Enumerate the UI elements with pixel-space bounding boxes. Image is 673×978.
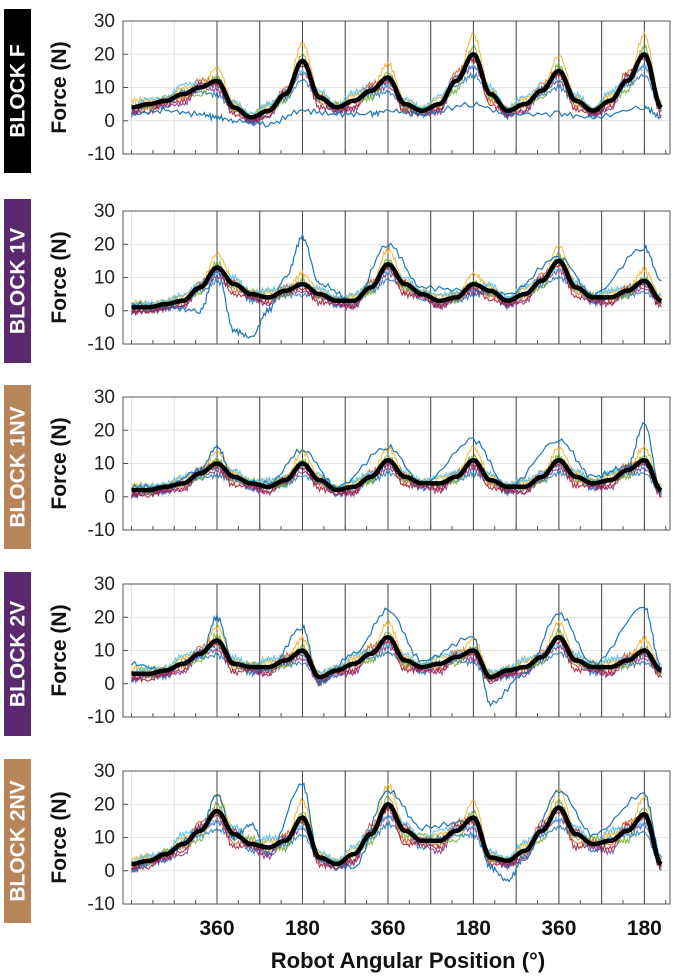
trial-line-outlier <box>131 606 662 708</box>
block-label: BLOCK 2NV <box>7 780 30 901</box>
y-tick-label: 20 <box>94 44 115 65</box>
y-tick-label: 20 <box>94 607 115 628</box>
y-tick-label: -10 <box>88 894 115 915</box>
panel-5: BLOCK 2NV Force (N) -10 0 10 20 30 <box>4 759 671 923</box>
y-tick-label: 10 <box>94 828 115 849</box>
y-tick-label: 30 <box>94 574 115 595</box>
mean-line <box>130 634 663 680</box>
y-axis-label: Force (N) <box>48 604 71 696</box>
y-tick-label: 10 <box>94 78 115 99</box>
trial-line-outlier <box>131 101 662 128</box>
y-tick-label: 30 <box>94 201 115 222</box>
panel-4: BLOCK 2V Force (N) -10 0 10 20 30 <box>4 572 671 736</box>
y-tick-label: 10 <box>94 454 115 475</box>
x-tick-label: 360 <box>199 917 234 940</box>
y-tick-label: 0 <box>104 487 115 508</box>
x-tick-label: 180 <box>285 917 320 940</box>
y-axis-label: Force (N) <box>48 791 71 883</box>
trial-line-7 <box>130 805 662 874</box>
x-tick-label: 180 <box>627 917 662 940</box>
y-tick-label: 30 <box>94 11 115 32</box>
x-tick-label: 360 <box>541 917 576 940</box>
block-label: BLOCK F <box>7 44 30 137</box>
y-axis-label: Force (N) <box>48 417 71 509</box>
y-tick-label: 0 <box>104 861 115 882</box>
block-label-box <box>4 572 31 736</box>
y-tick-label: 0 <box>104 301 115 322</box>
panel-3: BLOCK 1NV Force (N) -10 0 10 20 30 <box>4 385 671 549</box>
y-tick-label: -10 <box>88 520 115 541</box>
trial-line-3 <box>130 443 662 492</box>
y-tick-label: 30 <box>94 761 115 782</box>
y-tick-label: -10 <box>88 334 115 355</box>
y-axis-label: Force (N) <box>48 41 71 133</box>
block-label: BLOCK 1NV <box>7 406 30 527</box>
y-tick-label: 30 <box>94 387 115 408</box>
mean-line <box>130 52 663 120</box>
mean-line <box>130 457 663 493</box>
mean-line <box>130 802 663 867</box>
trial-line-outlier <box>130 422 662 495</box>
x-axis-label: Robot Angular Position (°) <box>271 948 545 973</box>
panel-2: BLOCK 1V Force (N) -10 0 10 20 30 <box>4 199 671 363</box>
block-label-box <box>4 759 31 923</box>
mean-line <box>130 258 663 310</box>
x-tick-label: 180 <box>456 917 491 940</box>
block-label-box <box>4 385 31 549</box>
trial-line-outlier <box>131 232 662 339</box>
y-tick-label: 10 <box>94 268 115 289</box>
block-label: BLOCK 1V <box>7 228 30 334</box>
panel-1: BLOCK F Force (N) -10 0 10 20 30 <box>4 9 671 173</box>
y-tick-label: -10 <box>88 144 115 165</box>
block-label: BLOCK 2V <box>7 601 30 707</box>
trial-line-outlier <box>131 782 663 883</box>
y-tick-label: 10 <box>94 641 115 662</box>
y-tick-label: 20 <box>94 420 115 441</box>
y-tick-label: 20 <box>94 794 115 815</box>
block-label-box <box>4 199 31 363</box>
y-tick-label: 20 <box>94 234 115 255</box>
trial-line-7 <box>130 460 662 500</box>
x-tick-label: 360 <box>370 917 405 940</box>
y-tick-label: 0 <box>104 111 115 132</box>
y-tick-label: 0 <box>104 674 115 695</box>
trial-line-3 <box>130 30 663 116</box>
panels-group: BLOCK F Force (N) -10 0 10 20 30 BLOCK 1V Force … <box>4 9 671 940</box>
block-label-box <box>4 9 31 173</box>
y-tick-label: -10 <box>88 707 115 728</box>
trial-line-7 <box>130 638 662 688</box>
y-axis-label: Force (N) <box>48 231 71 323</box>
